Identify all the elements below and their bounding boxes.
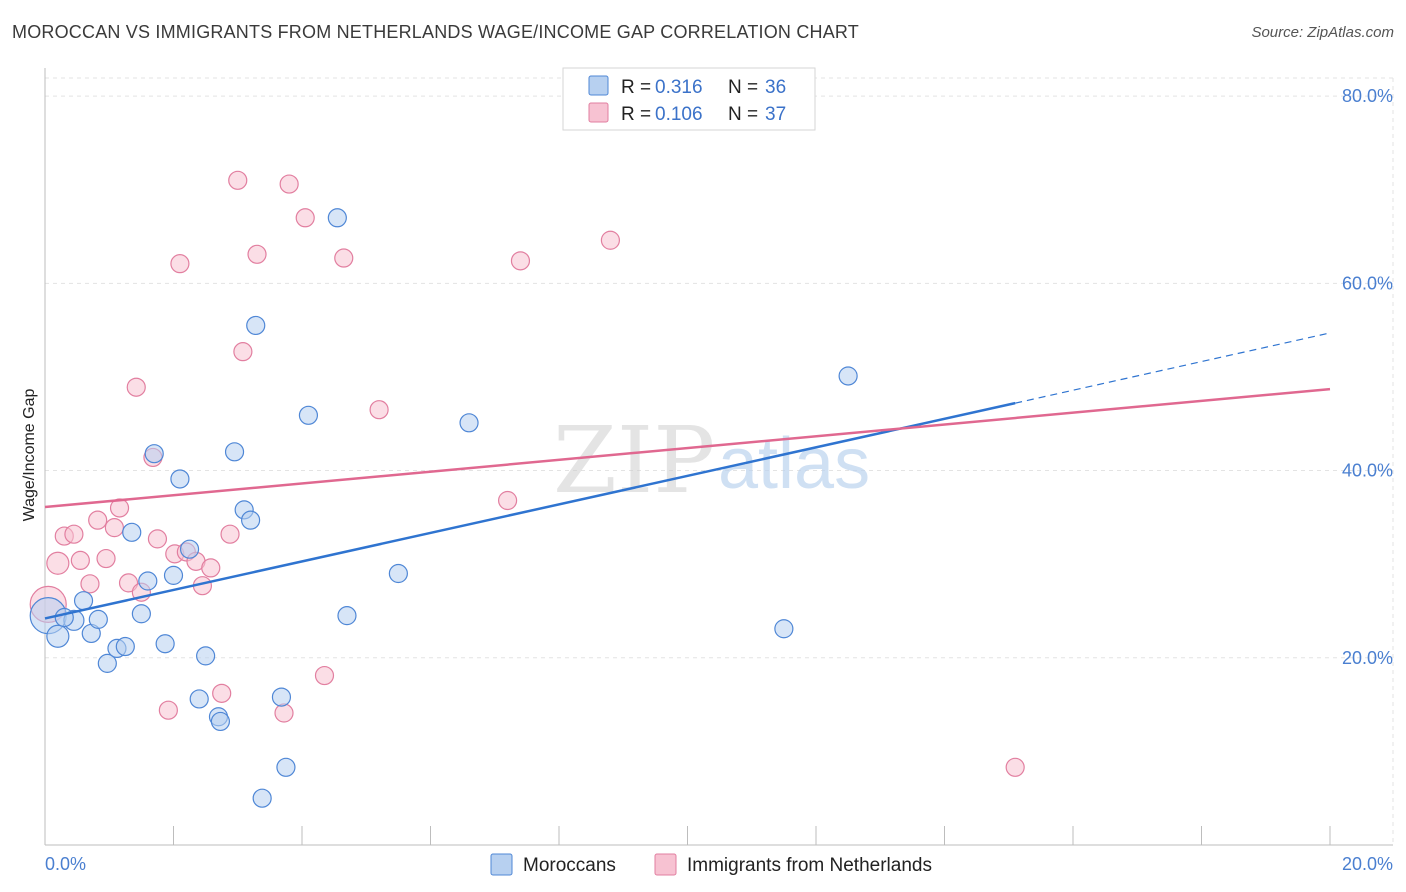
netherlands-point xyxy=(126,377,146,397)
moroccan-trend-line xyxy=(44,401,1016,620)
moroccan-point xyxy=(131,604,151,624)
moroccan-point xyxy=(337,606,357,626)
moroccan-point xyxy=(189,689,209,709)
bottom-legend-swatch-moroccans xyxy=(490,853,513,876)
moroccan-point xyxy=(46,624,70,648)
netherlands-point xyxy=(147,529,168,549)
netherlands-point xyxy=(64,524,84,544)
bottom-legend-netherlands: Immigrants from Netherlands xyxy=(687,855,932,876)
moroccan-point xyxy=(196,646,216,666)
netherlands-point xyxy=(510,251,531,271)
moroccan-point xyxy=(276,757,296,777)
x-tick-label: 0.0% xyxy=(45,854,86,874)
legend-r-label: R = xyxy=(621,104,651,125)
legend-n-label: N = xyxy=(728,77,758,98)
chart-title: MOROCCAN VS IMMIGRANTS FROM NETHERLANDS … xyxy=(12,22,860,42)
moroccan-point xyxy=(155,634,175,654)
moroccan-point xyxy=(838,366,858,386)
moroccan-point xyxy=(88,609,108,629)
legend-n-value: 37 xyxy=(765,104,786,125)
netherlands-point xyxy=(96,548,116,569)
legend-r-value: 0.316 xyxy=(655,77,703,98)
netherlands-point xyxy=(369,400,389,420)
legend-box: R = 0.316 N = 36 R = 0.106 N = 37 xyxy=(562,67,816,131)
y-tick-label: 80.0% xyxy=(1342,86,1393,106)
moroccan-point xyxy=(271,687,292,707)
moroccan-point xyxy=(54,607,74,628)
moroccan-point xyxy=(115,636,135,657)
netherlands-point xyxy=(274,703,294,723)
netherlands-point xyxy=(201,558,221,578)
moroccan-point xyxy=(388,563,408,584)
watermark: ZIP atlas xyxy=(553,407,870,514)
y-tick-label: 20.0% xyxy=(1342,648,1393,668)
netherlands-point xyxy=(80,574,100,594)
source-credit: Source: ZipAtlas.com xyxy=(1251,24,1394,41)
moroccan-point xyxy=(97,653,117,673)
moroccan-point xyxy=(122,522,142,542)
netherlands-point xyxy=(233,342,253,362)
trend-lines xyxy=(44,332,1331,620)
legend-swatch-moroccans xyxy=(588,75,609,96)
moroccan-point xyxy=(246,315,266,336)
x-tick-label: 20.0% xyxy=(1342,854,1393,874)
moroccan-point xyxy=(327,208,347,228)
moroccan-point xyxy=(241,510,261,530)
netherlands-point xyxy=(498,490,518,511)
netherlands-point xyxy=(88,510,108,530)
moroccan-point xyxy=(163,565,184,585)
netherlands-point xyxy=(295,208,315,228)
bottom-legend-moroccans: Moroccans xyxy=(523,855,616,876)
netherlands-point xyxy=(70,550,90,571)
netherlands-point xyxy=(1005,757,1025,777)
legend-swatch-netherlands xyxy=(588,102,609,123)
netherlands-point xyxy=(104,518,124,538)
moroccan-point xyxy=(298,405,319,425)
y-tick-label: 40.0% xyxy=(1342,461,1393,481)
moroccan-point xyxy=(73,591,94,611)
moroccan-point xyxy=(774,619,794,639)
y-tick-label: 60.0% xyxy=(1342,273,1393,293)
netherlands-trend-line xyxy=(44,387,1331,509)
legend-n-label: N = xyxy=(728,104,758,125)
axes: 20.0% 40.0% 60.0% 80.0% 0.0% 20.0% xyxy=(44,68,1393,874)
legend-r-value: 0.106 xyxy=(655,104,703,125)
legend-n-value: 36 xyxy=(765,77,786,98)
netherlands-point xyxy=(228,170,248,190)
moroccan-point xyxy=(144,444,164,464)
moroccan-point xyxy=(179,539,200,559)
netherlands-point xyxy=(158,700,178,720)
netherlands-point xyxy=(118,573,139,593)
netherlands-point xyxy=(334,248,354,268)
netherlands-point xyxy=(314,665,335,686)
netherlands-point xyxy=(212,683,232,703)
watermark-zip: ZIP xyxy=(553,407,715,514)
moroccan-point xyxy=(210,711,231,732)
netherlands-point xyxy=(279,174,299,194)
y-axis-label: Wage/Income Gap xyxy=(21,389,38,522)
netherlands-point xyxy=(220,524,240,544)
moroccan-point xyxy=(170,469,190,489)
netherlands-point xyxy=(46,551,70,575)
moroccan-point xyxy=(252,788,272,808)
netherlands-point xyxy=(600,230,621,250)
netherlands-point xyxy=(247,244,267,264)
legend-r-label: R = xyxy=(621,77,651,98)
moroccan-trend-extension xyxy=(1015,332,1331,404)
moroccan-point xyxy=(138,571,158,591)
moroccan-point xyxy=(459,413,479,433)
netherlands-point xyxy=(170,254,190,274)
data-points xyxy=(29,170,1025,808)
bottom-legend: Moroccans Immigrants from Netherlands xyxy=(490,853,932,876)
moroccan-point xyxy=(224,442,245,462)
bottom-legend-swatch-netherlands xyxy=(654,853,677,876)
